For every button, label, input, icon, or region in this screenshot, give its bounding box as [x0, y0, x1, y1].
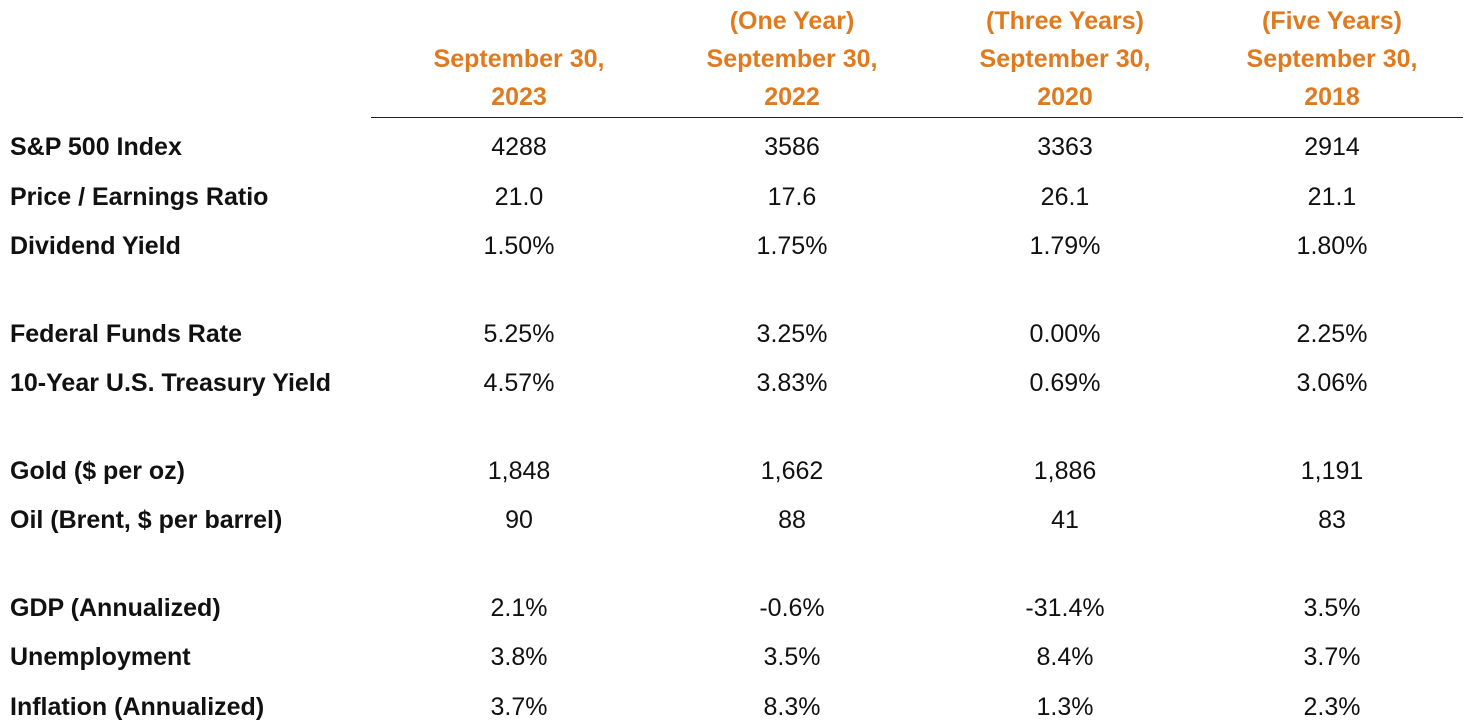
row-label: Dividend Yield [10, 232, 181, 260]
column-header: September 30, [979, 45, 1151, 73]
column-header: 2020 [1037, 83, 1093, 111]
cell-value: 2.25% [1296, 319, 1368, 348]
cell-value: 8.4% [1036, 643, 1094, 671]
column-header: (Three Years) [986, 7, 1144, 35]
row-label: Price / Earnings Ratio [10, 182, 269, 211]
cell-value: 4288 [491, 133, 547, 161]
cell-value: 0.69% [1029, 369, 1101, 397]
column-header: 2022 [764, 83, 820, 111]
header-rule [371, 117, 1463, 118]
cell-value: 2.3% [1303, 692, 1361, 721]
cell-value: 3.5% [763, 643, 821, 671]
cell-value: 17.6 [767, 182, 817, 211]
cell-value: 2.1% [490, 593, 548, 622]
cell-value: 1.3% [1036, 692, 1094, 721]
cell-value: 3.8% [490, 643, 548, 671]
cell-value: 0.00% [1029, 319, 1101, 348]
cell-value: 1.75% [756, 232, 828, 260]
cell-value: 1.50% [483, 232, 555, 260]
cell-value: -0.6% [759, 593, 825, 622]
row-label: Oil (Brent, $ per barrel) [10, 506, 283, 534]
cell-value: 1,886 [1033, 456, 1097, 485]
column-header: September 30, [433, 45, 605, 73]
cell-value: 3.5% [1303, 593, 1361, 622]
cell-value: 1,191 [1300, 456, 1364, 485]
cell-value: 3.83% [756, 369, 828, 397]
row-label: Unemployment [10, 643, 191, 671]
cell-value: 21.0 [494, 182, 544, 211]
column-header: (One Year) [729, 7, 855, 35]
cell-value: 3.06% [1296, 369, 1368, 397]
cell-value: 5.25% [483, 319, 555, 348]
row-label: 10-Year U.S. Treasury Yield [10, 369, 332, 397]
cell-value: 1.79% [1029, 232, 1101, 260]
row-label: S&P 500 Index [10, 133, 182, 161]
cell-value: 3.25% [756, 319, 828, 348]
cell-value: 1.80% [1296, 232, 1368, 260]
cell-value: -31.4% [1025, 593, 1105, 622]
cell-value: 41 [1051, 506, 1079, 534]
cell-value: 21.1 [1307, 182, 1357, 211]
cell-value: 8.3% [763, 692, 821, 721]
cell-value: 1,662 [760, 456, 824, 485]
cell-value: 1,848 [487, 456, 551, 485]
row-label: Inflation (Annualized) [10, 692, 265, 721]
cell-value: 3586 [764, 133, 820, 161]
cell-value: 88 [778, 506, 806, 534]
column-header: 2018 [1304, 83, 1360, 111]
cell-value: 3.7% [490, 692, 548, 721]
cell-value: 3363 [1037, 133, 1093, 161]
row-label: Federal Funds Rate [10, 319, 242, 348]
column-header: (Five Years) [1262, 7, 1402, 35]
cell-value: 2914 [1304, 133, 1360, 161]
column-header: 2023 [491, 83, 547, 111]
cell-value: 26.1 [1040, 182, 1090, 211]
cell-value: 4.57% [483, 369, 555, 397]
cell-value: 83 [1318, 506, 1346, 534]
column-header: September 30, [1246, 45, 1418, 73]
column-header: September 30, [706, 45, 878, 73]
row-label: Gold ($ per oz) [10, 456, 185, 485]
row-label: GDP (Annualized) [10, 593, 221, 622]
cell-value: 3.7% [1303, 643, 1361, 671]
cell-value: 90 [505, 506, 533, 534]
